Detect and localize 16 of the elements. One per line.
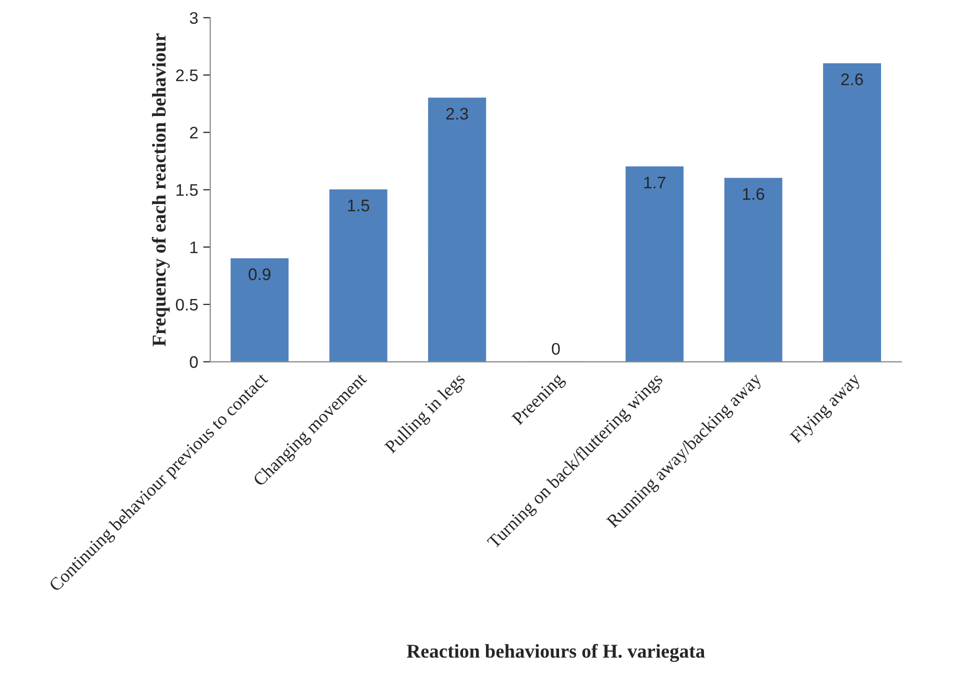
- data-label: 1.5: [348, 200, 370, 212]
- y-tick-label: 3: [190, 12, 198, 24]
- data-label: 0.9: [248, 268, 270, 280]
- y-tick-label: 1: [190, 242, 198, 254]
- x-axis-title: Reaction behaviours of H. variegata: [406, 644, 705, 662]
- y-tick-label: 2: [190, 126, 198, 138]
- data-label: 1.7: [644, 176, 666, 188]
- y-axis-title: Frequency of each reaction behaviour: [152, 33, 170, 346]
- y-tick-label: 0.5: [176, 298, 198, 311]
- data-label: 0: [552, 342, 560, 355]
- y-tick-label: 2.5: [176, 69, 198, 82]
- data-label: 1.6: [743, 188, 764, 200]
- data-label: 2.6: [841, 73, 863, 86]
- y-tick-label: 0: [190, 356, 198, 368]
- data-label: 2.3: [446, 108, 468, 120]
- y-tick-label: 1.5: [176, 184, 198, 196]
